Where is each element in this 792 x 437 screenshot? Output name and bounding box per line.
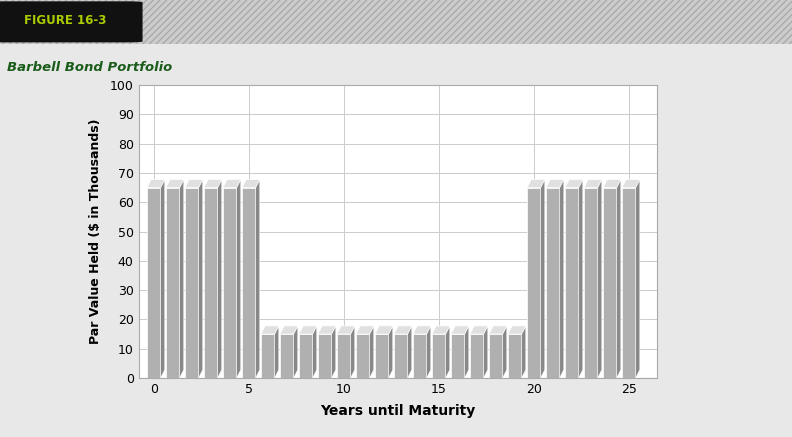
- Polygon shape: [565, 180, 583, 188]
- Polygon shape: [199, 180, 203, 378]
- Polygon shape: [470, 334, 484, 378]
- Polygon shape: [508, 326, 526, 334]
- Polygon shape: [432, 334, 446, 378]
- Polygon shape: [465, 326, 469, 378]
- Polygon shape: [356, 326, 374, 334]
- X-axis label: Years until Maturity: Years until Maturity: [320, 404, 476, 418]
- Polygon shape: [389, 326, 393, 378]
- Polygon shape: [166, 188, 180, 378]
- Polygon shape: [484, 326, 488, 378]
- Polygon shape: [147, 188, 161, 378]
- Polygon shape: [275, 326, 279, 378]
- Polygon shape: [394, 334, 408, 378]
- Polygon shape: [394, 326, 412, 334]
- Polygon shape: [242, 180, 260, 188]
- Polygon shape: [527, 180, 545, 188]
- Text: FIGURE 16-3: FIGURE 16-3: [24, 14, 106, 28]
- Polygon shape: [318, 334, 332, 378]
- Polygon shape: [375, 334, 389, 378]
- Polygon shape: [598, 180, 602, 378]
- Polygon shape: [413, 334, 427, 378]
- Polygon shape: [432, 326, 450, 334]
- Polygon shape: [451, 326, 469, 334]
- Polygon shape: [294, 326, 298, 378]
- Polygon shape: [622, 188, 636, 378]
- Polygon shape: [280, 334, 294, 378]
- Polygon shape: [313, 326, 317, 378]
- Polygon shape: [299, 334, 313, 378]
- Polygon shape: [218, 180, 222, 378]
- Polygon shape: [299, 326, 317, 334]
- Polygon shape: [356, 334, 370, 378]
- Polygon shape: [161, 180, 165, 378]
- Polygon shape: [546, 180, 564, 188]
- Polygon shape: [413, 326, 431, 334]
- Polygon shape: [622, 180, 640, 188]
- Polygon shape: [318, 326, 336, 334]
- Polygon shape: [617, 180, 621, 378]
- Polygon shape: [185, 180, 203, 188]
- Polygon shape: [427, 326, 431, 378]
- Polygon shape: [584, 188, 598, 378]
- Polygon shape: [565, 188, 579, 378]
- Polygon shape: [603, 188, 617, 378]
- Polygon shape: [204, 188, 218, 378]
- Polygon shape: [546, 188, 560, 378]
- Polygon shape: [351, 326, 355, 378]
- Polygon shape: [256, 180, 260, 378]
- Polygon shape: [408, 326, 412, 378]
- Polygon shape: [560, 180, 564, 378]
- Polygon shape: [370, 326, 374, 378]
- FancyBboxPatch shape: [0, 0, 792, 44]
- FancyBboxPatch shape: [0, 1, 143, 42]
- Polygon shape: [446, 326, 450, 378]
- Polygon shape: [636, 180, 640, 378]
- Y-axis label: Par Value Held ($ in Thousands): Par Value Held ($ in Thousands): [89, 119, 101, 344]
- Polygon shape: [223, 188, 237, 378]
- Polygon shape: [522, 326, 526, 378]
- Polygon shape: [147, 180, 165, 188]
- Polygon shape: [508, 334, 522, 378]
- Polygon shape: [470, 326, 488, 334]
- Polygon shape: [375, 326, 393, 334]
- Polygon shape: [451, 334, 465, 378]
- Text: Barbell Bond Portfolio: Barbell Bond Portfolio: [7, 61, 172, 74]
- Polygon shape: [280, 326, 298, 334]
- Polygon shape: [180, 180, 184, 378]
- Polygon shape: [527, 188, 541, 378]
- Polygon shape: [541, 180, 545, 378]
- Polygon shape: [332, 326, 336, 378]
- Polygon shape: [503, 326, 507, 378]
- Polygon shape: [166, 180, 184, 188]
- Polygon shape: [337, 334, 351, 378]
- Polygon shape: [223, 180, 241, 188]
- Polygon shape: [489, 334, 503, 378]
- Polygon shape: [337, 326, 355, 334]
- Polygon shape: [584, 180, 602, 188]
- Polygon shape: [204, 180, 222, 188]
- Polygon shape: [261, 326, 279, 334]
- Polygon shape: [579, 180, 583, 378]
- Polygon shape: [489, 326, 507, 334]
- Polygon shape: [261, 334, 275, 378]
- Polygon shape: [242, 188, 256, 378]
- Polygon shape: [237, 180, 241, 378]
- Polygon shape: [185, 188, 199, 378]
- Polygon shape: [603, 180, 621, 188]
